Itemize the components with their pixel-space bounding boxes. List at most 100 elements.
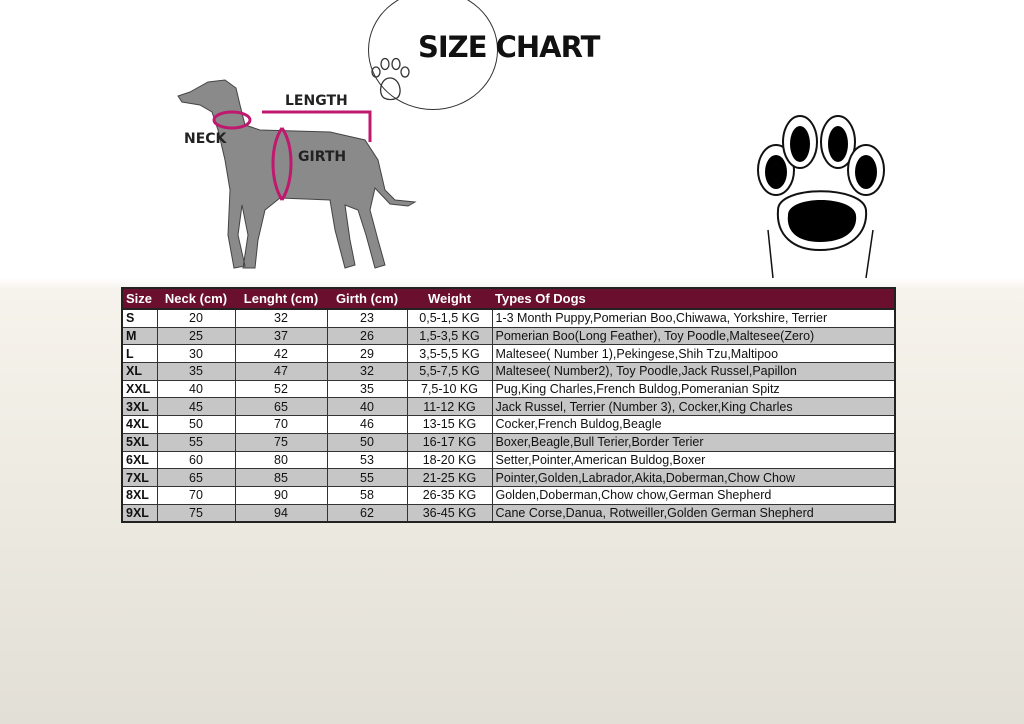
cell-girth: 32 (326, 362, 408, 381)
cell-size: 3XL (121, 397, 158, 417)
cell-neck: 50 (156, 415, 236, 434)
cell-types: Boxer,Beagle,Bull Terier,Border Terier (491, 432, 896, 452)
cell-size: L (121, 344, 158, 364)
dog-illustration (177, 79, 417, 269)
header-neck: Neck (cm) (157, 288, 235, 310)
header-length: Lenght (cm) (235, 288, 327, 310)
cell-neck: 20 (156, 308, 236, 328)
cell-size: XXL (121, 379, 158, 399)
cell-types: 1-3 Month Puppy,Pomerian Boo,Chiwawa, Yo… (491, 308, 896, 328)
cell-types: Cocker,French Buldog,Beagle (491, 415, 896, 434)
cell-length: 90 (234, 485, 328, 505)
cell-size: 4XL (121, 415, 158, 434)
cell-neck: 35 (156, 362, 236, 381)
table-row: 9XL 75 94 62 36-45 KG Cane Corse,Danua, Rotwe… (121, 503, 896, 523)
table-row: 3XL 45 65 40 11-12 KG Jack Russel, Terrier (N… (121, 397, 896, 417)
cell-length: 85 (234, 468, 328, 487)
cell-size: 7XL (121, 468, 158, 487)
cell-weight: 16-17 KG (406, 432, 493, 452)
cell-weight: 26-35 KG (406, 485, 493, 505)
cell-length: 52 (234, 379, 328, 399)
cell-size: M (121, 326, 158, 346)
cell-size: S (121, 308, 158, 328)
cell-girth: 35 (326, 379, 408, 399)
cell-girth: 26 (326, 326, 408, 346)
cell-size: XL (121, 362, 158, 381)
table-row: XXL 40 52 35 7,5-10 KG Pug,King Charles,Frenc… (121, 379, 896, 399)
cell-length: 42 (234, 344, 328, 364)
cell-girth: 23 (326, 308, 408, 328)
cell-length: 32 (234, 308, 328, 328)
cell-girth: 46 (326, 415, 408, 434)
cell-weight: 11-12 KG (406, 397, 493, 417)
cell-length: 65 (234, 397, 328, 417)
cell-types: Maltesee( Number2), Toy Poodle,Jack Russ… (491, 362, 896, 381)
cell-weight: 13-15 KG (406, 415, 493, 434)
cell-weight: 36-45 KG (406, 503, 493, 523)
page-title: SIZE CHART (418, 30, 600, 64)
cell-neck: 65 (156, 468, 236, 487)
table-row: S 20 32 23 0,5-1,5 KG 1-3 Month Puppy,Pomeria… (121, 308, 896, 328)
size-chart-table: Size Neck (cm) Lenght (cm) Girth (cm) We… (121, 287, 896, 524)
paw-print-icon (757, 115, 885, 279)
cell-girth: 50 (326, 432, 408, 452)
cell-size: 8XL (121, 485, 158, 505)
table-row: M 25 37 26 1,5-3,5 KG Pomerian Boo(Long Feath… (121, 326, 896, 346)
cell-girth: 29 (326, 344, 408, 364)
cell-girth: 40 (326, 397, 408, 417)
cell-types: Pointer,Golden,Labrador,Akita,Doberman,C… (491, 468, 896, 487)
cell-length: 70 (234, 415, 328, 434)
cell-length: 47 (234, 362, 328, 381)
cell-size: 5XL (121, 432, 158, 452)
table-row: 7XL 65 85 55 21-25 KG Pointer,Golden,Labrador… (121, 468, 896, 487)
table-row: 5XL 55 75 50 16-17 KG Boxer,Beagle,Bull Terie… (121, 432, 896, 452)
cell-types: Maltesee( Number 1),Pekingese,Shih Tzu,M… (491, 344, 896, 364)
cell-neck: 45 (156, 397, 236, 417)
length-label: LENGTH (285, 93, 348, 109)
cell-weight: 1,5-3,5 KG (406, 326, 493, 346)
header-types: Types Of Dogs (492, 288, 895, 310)
cell-length: 80 (234, 450, 328, 470)
title-circle (368, 0, 498, 110)
table-row: XL 35 47 32 5,5-7,5 KG Maltesee( Number2), To… (121, 362, 896, 381)
cell-neck: 70 (156, 485, 236, 505)
cell-neck: 30 (156, 344, 236, 364)
cell-length: 37 (234, 326, 328, 346)
header-weight: Weight (407, 288, 492, 310)
table-row: 4XL 50 70 46 13-15 KG Cocker,French Buldog,Be… (121, 415, 896, 434)
table-row: 6XL 60 80 53 18-20 KG Setter,Pointer,American… (121, 450, 896, 470)
table-row: L 30 42 29 3,5-5,5 KG Maltesee( Number 1),Pek… (121, 344, 896, 364)
cell-neck: 40 (156, 379, 236, 399)
cell-weight: 0,5-1,5 KG (406, 308, 493, 328)
cell-types: Cane Corse,Danua, Rotweiller,Golden Germ… (491, 503, 896, 523)
cell-size: 9XL (121, 503, 158, 523)
cell-weight: 3,5-5,5 KG (406, 344, 493, 364)
cell-weight: 5,5-7,5 KG (406, 362, 493, 381)
cell-types: Pomerian Boo(Long Feather), Toy Poodle,M… (491, 326, 896, 346)
cell-types: Golden,Doberman,Chow chow,German Shepher… (491, 485, 896, 505)
girth-label: GIRTH (298, 149, 347, 165)
cell-types: Setter,Pointer,American Buldog,Boxer (491, 450, 896, 470)
cell-neck: 75 (156, 503, 236, 523)
cell-girth: 53 (326, 450, 408, 470)
cell-weight: 21-25 KG (406, 468, 493, 487)
cell-length: 75 (234, 432, 328, 452)
cell-length: 94 (234, 503, 328, 523)
neck-label: NECK (184, 131, 227, 147)
cell-girth: 58 (326, 485, 408, 505)
header-size: Size (122, 288, 157, 310)
cell-girth: 55 (326, 468, 408, 487)
cell-size: 6XL (121, 450, 158, 470)
cell-types: Pug,King Charles,French Buldog,Pomerania… (491, 379, 896, 399)
table-header-row: Size Neck (cm) Lenght (cm) Girth (cm) We… (122, 288, 895, 310)
cell-neck: 25 (156, 326, 236, 346)
cell-types: Jack Russel, Terrier (Number 3), Cocker,… (491, 397, 896, 417)
header-girth: Girth (cm) (327, 288, 407, 310)
cell-neck: 55 (156, 432, 236, 452)
cell-weight: 18-20 KG (406, 450, 493, 470)
cell-weight: 7,5-10 KG (406, 379, 493, 399)
cell-girth: 62 (326, 503, 408, 523)
small-paw-icon (371, 57, 410, 101)
table-row: 8XL 70 90 58 26-35 KG Golden,Doberman,Chow ch… (121, 485, 896, 505)
cell-neck: 60 (156, 450, 236, 470)
